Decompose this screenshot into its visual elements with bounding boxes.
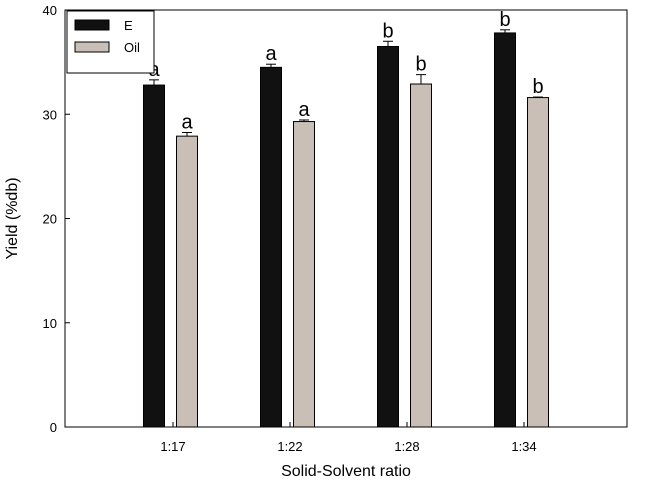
bar-e-1 <box>260 66 282 428</box>
significance-label: a <box>265 43 277 65</box>
x-axis-title: Solid-Solvent ratio <box>281 463 411 480</box>
y-tick-label: 40 <box>43 3 57 18</box>
legend-label: Oil <box>124 40 140 55</box>
bar-oil-2 <box>410 83 432 428</box>
x-tick-label: 1:22 <box>277 439 302 454</box>
significance-label: b <box>532 76 543 98</box>
y-tick-label: 0 <box>50 420 57 435</box>
bar-e-3 <box>494 32 516 428</box>
significance-label: b <box>382 20 393 42</box>
legend-swatch <box>74 19 110 31</box>
legend-label: E <box>124 18 133 33</box>
significance-label: b <box>499 9 510 31</box>
x-tick-label: 1:34 <box>511 439 536 454</box>
x-tick-label: 1:28 <box>394 439 419 454</box>
bar-e-0 <box>143 84 165 428</box>
bar-oil-1 <box>293 121 315 428</box>
y-tick-label: 20 <box>43 212 57 227</box>
y-axis-title: Yield (%db) <box>4 177 21 259</box>
bar-e-2 <box>377 45 399 428</box>
bar-oil-0 <box>176 135 198 428</box>
y-tick-label: 10 <box>43 316 57 331</box>
x-tick-label: 1:17 <box>160 439 185 454</box>
significance-label: a <box>181 111 193 133</box>
y-axis: 0 10 20 30 40 <box>43 3 70 435</box>
legend: E Oil <box>66 10 155 74</box>
y-tick-label: 30 <box>43 107 57 122</box>
bar-oil-3 <box>527 97 549 428</box>
significance-label: b <box>415 54 426 76</box>
significance-label: a <box>298 99 310 121</box>
x-axis: 1:17 1:22 1:28 1:34 <box>160 422 537 454</box>
bars: aabbaabb <box>143 9 549 428</box>
legend-swatch <box>74 41 110 53</box>
